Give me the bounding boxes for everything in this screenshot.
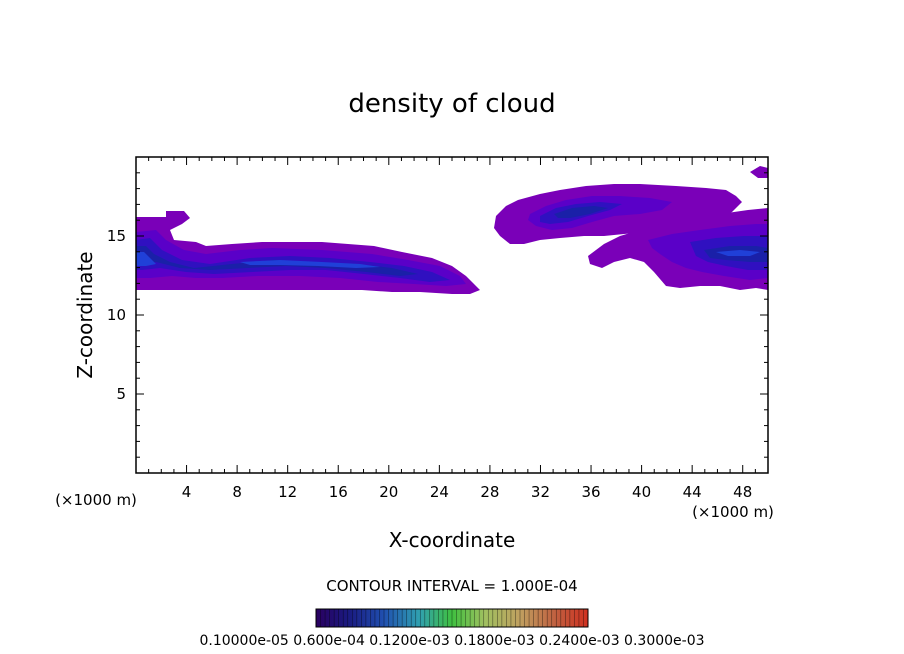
x-tick-label: 40 <box>632 483 651 501</box>
x-tick-label: 28 <box>480 483 499 501</box>
x-tick-label: 20 <box>379 483 398 501</box>
x-unit-label-left: (×1000 m) <box>55 491 137 509</box>
y-tick-label: 15 <box>107 227 126 245</box>
left-cloud-band <box>136 211 480 294</box>
right-upper-cloud <box>494 166 768 244</box>
right-upper-level-4 <box>554 206 608 218</box>
x-tick-label: 32 <box>531 483 550 501</box>
right-lower-cloud <box>588 208 768 290</box>
y-tick-label: 10 <box>107 306 126 324</box>
colorbar-labels: 0.10000e-05 0.600e-04 0.1200e-03 0.1800e… <box>199 633 704 649</box>
cloud-density-field <box>136 166 768 294</box>
x-tick-label: 36 <box>581 483 600 501</box>
left-cloud-core <box>136 252 156 266</box>
x-tick-label: 8 <box>232 483 242 501</box>
x-axis-ticks: 4 8 12 16 20 24 28 32 36 40 44 48 <box>148 157 756 501</box>
x-tick-label: 24 <box>430 483 449 501</box>
right-lower-level-5 <box>716 250 760 256</box>
x-axis-title: X-coordinate <box>389 528 516 552</box>
x-tick-label: 48 <box>733 483 752 501</box>
x-tick-label: 44 <box>683 483 702 501</box>
y-tick-label: 5 <box>116 385 126 403</box>
x-tick-label: 16 <box>329 483 348 501</box>
left-cloud-level-5 <box>240 260 380 268</box>
contour-interval-label: CONTOUR INTERVAL = 1.000E-04 <box>326 577 577 595</box>
colorbar-ticks <box>320 609 584 627</box>
chart-title: density of cloud <box>348 89 555 119</box>
colorbar: 0.10000e-05 0.600e-04 0.1200e-03 0.1800e… <box>199 608 705 649</box>
x-tick-label: 4 <box>182 483 192 501</box>
y-axis-title: Z-coordinate <box>73 251 97 378</box>
right-upper-level-5 <box>750 166 768 178</box>
x-unit-label-right: (×1000 m) <box>692 503 774 521</box>
x-tick-label: 12 <box>278 483 297 501</box>
y-axis-ticks: 5 10 15 <box>107 172 768 458</box>
